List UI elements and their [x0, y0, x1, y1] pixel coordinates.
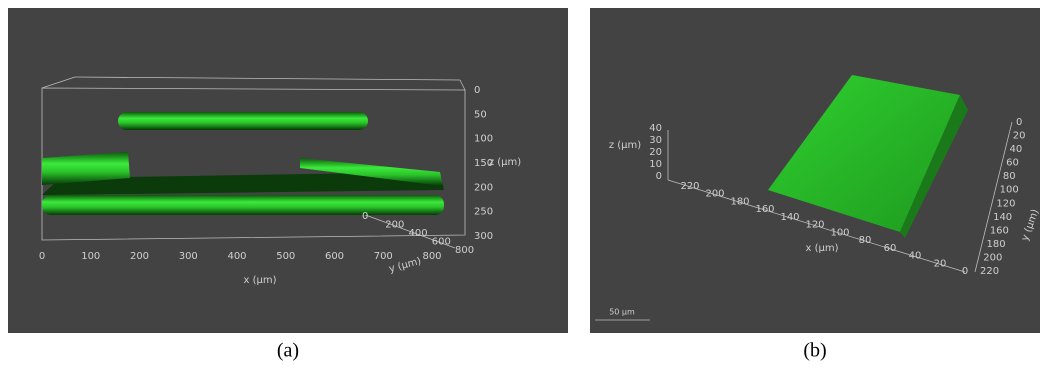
tick-label: 600 — [325, 251, 344, 262]
tick-label: 0 — [962, 266, 968, 277]
tick-label: 100 — [81, 251, 100, 262]
tick-label: 400 — [227, 251, 246, 262]
tick-label: 180 — [730, 196, 749, 207]
tick-label: 80 — [859, 235, 872, 246]
caption: (a) — [277, 340, 299, 362]
tick-label: 20 — [934, 258, 947, 269]
tick-label: 500 — [276, 251, 295, 262]
tick-label: 150 — [474, 158, 493, 169]
tick-label: 160 — [990, 225, 1009, 236]
tick-label: 220 — [980, 266, 999, 277]
tick-label: 0 — [474, 85, 480, 96]
tick-label: 60 — [1006, 158, 1019, 169]
tick-label: 120 — [996, 198, 1015, 209]
tick-label: 40 — [1009, 144, 1022, 155]
tick-label: 220 — [680, 181, 699, 192]
tick-label: 300 — [179, 251, 198, 262]
axis-label: z (µm) — [489, 157, 521, 168]
tick-label: 800 — [422, 251, 441, 262]
tick-label: 0 — [362, 211, 368, 222]
fluorescent-structures — [42, 112, 444, 215]
tick-label: 50 — [474, 109, 487, 120]
tick-label: 100 — [1000, 185, 1019, 196]
tick-label: 40 — [649, 123, 662, 134]
tick-label: 0 — [1016, 117, 1022, 128]
tick-label: 20 — [1013, 131, 1026, 142]
axis-label: z (µm) — [609, 140, 641, 151]
tick-label: 800 — [455, 245, 474, 256]
tick-label: 700 — [374, 251, 393, 262]
tick-label: 40 — [909, 251, 922, 262]
caption: (b) — [803, 340, 826, 362]
tick-label: 80 — [1003, 171, 1016, 182]
tick-label: 400 — [409, 228, 428, 239]
fluorescent-sheet — [768, 75, 968, 238]
tick-label: 20 — [649, 147, 662, 158]
tick-label: 10 — [649, 159, 662, 170]
axes-b — [595, 121, 1013, 321]
tick-label: 180 — [987, 239, 1006, 250]
tick-label: 140 — [993, 212, 1012, 223]
tick-label: 160 — [755, 204, 774, 215]
tick-label: 0 — [39, 251, 45, 262]
bounding-box — [41, 76, 466, 249]
tick-label: 200 — [983, 252, 1002, 263]
tick-label: 200 — [474, 182, 493, 193]
tick-label: 60 — [884, 243, 897, 254]
tick-label: 250 — [474, 207, 493, 218]
tick-label: 200 — [705, 189, 724, 200]
scale-bar-label: 50 µm — [609, 308, 635, 317]
tick-label: 0 — [656, 171, 662, 182]
tick-label: 600 — [432, 237, 451, 248]
tick-label: 200 — [130, 251, 149, 262]
tick-label: 200 — [385, 220, 404, 231]
tick-label: 140 — [780, 212, 799, 223]
axis-label: x (µm) — [243, 275, 276, 286]
tick-label: 30 — [649, 135, 662, 146]
tick-label: 100 — [474, 134, 493, 145]
axis-label: x (µm) — [805, 243, 838, 254]
tick-label: 300 — [474, 231, 493, 242]
tick-label: 120 — [805, 220, 824, 231]
tick-label: 100 — [830, 227, 849, 238]
